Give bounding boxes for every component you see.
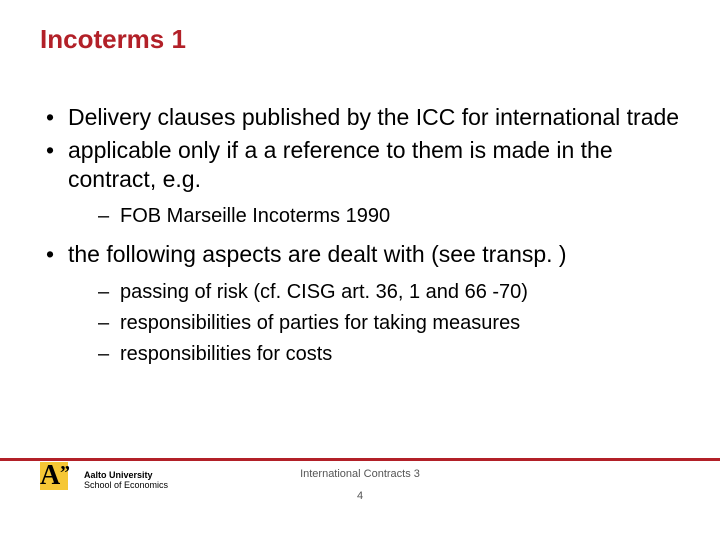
sub-item: passing of risk (cf. CISG art. 36, 1 and… [68,279,680,306]
bullet-text: the following aspects are dealt with (se… [68,241,567,267]
sub-text: passing of risk (cf. CISG art. 36, 1 and… [120,281,528,303]
divider-line [0,458,720,461]
sub-text: responsibilities for costs [120,343,332,365]
page-number: 4 [40,490,680,502]
sub-text: responsibilities of parties for taking m… [120,312,520,334]
logo-line2: School of Economics [84,480,168,490]
bullet-item: the following aspects are dealt with (se… [40,240,680,368]
bullet-text: applicable only if a a reference to them… [68,137,613,192]
slide-title: Incoterms 1 [40,24,680,55]
footer-label: International Contracts 3 [40,468,680,480]
sub-text: FOB Marseille Incoterms 1990 [120,205,390,227]
sub-list: FOB Marseille Incoterms 1990 [68,203,680,230]
bullet-list: Delivery clauses published by the ICC fo… [40,103,680,368]
sub-item: FOB Marseille Incoterms 1990 [68,203,680,230]
bullet-item: Delivery clauses published by the ICC fo… [40,103,680,132]
bullet-item: applicable only if a a reference to them… [40,136,680,231]
slide: Incoterms 1 Delivery clauses published b… [0,0,720,540]
sub-list: passing of risk (cf. CISG art. 36, 1 and… [68,279,680,368]
bullet-text: Delivery clauses published by the ICC fo… [68,104,679,130]
footer: A ” Aalto University School of Economics… [40,462,680,522]
sub-item: responsibilities of parties for taking m… [68,310,680,337]
sub-item: responsibilities for costs [68,341,680,368]
